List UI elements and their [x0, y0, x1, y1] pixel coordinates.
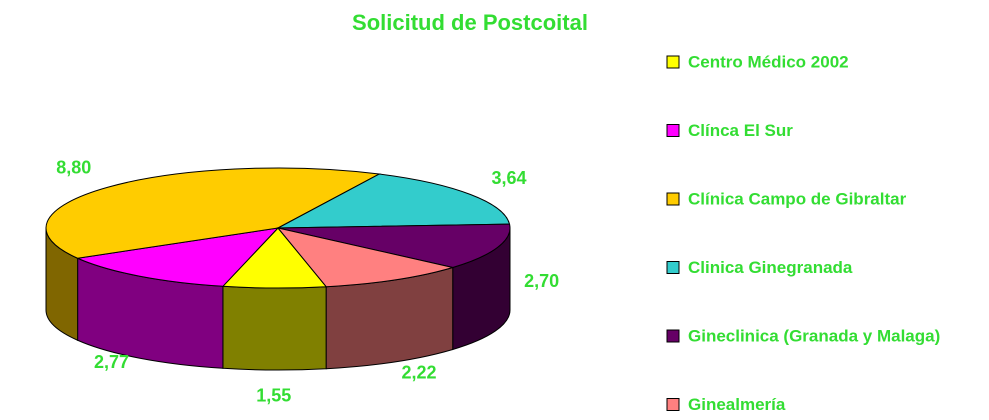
pie-sides — [45, 227, 511, 371]
value-label: 2,22 — [401, 362, 436, 382]
legend-label: Clinica Ginegranada — [688, 258, 853, 277]
legend-swatch — [666, 124, 680, 137]
value-labels: 1,55 2,77 8,80 3,64 2,70 2,22 — [56, 158, 559, 406]
legend-swatch — [666, 329, 680, 343]
slice — [277, 223, 511, 268]
pie-tops — [45, 167, 511, 289]
legend-label: Ginealmería — [688, 395, 786, 414]
legend-swatch — [666, 55, 680, 69]
legend-label: Clínica Campo de Gibraltar — [688, 189, 907, 208]
legend-swatch — [666, 261, 680, 274]
value-label: 1,55 — [256, 386, 291, 406]
legend-swatch — [666, 192, 680, 206]
slice — [75, 227, 280, 287]
slice — [277, 173, 511, 229]
chart-title: Solicitud de Postcoital — [352, 10, 588, 35]
legend: Centro Médico 2002 Clínca El Sur Clínica C… — [666, 52, 940, 414]
legend-label: Gineclinica (Granada y Malaga) — [688, 326, 940, 345]
legend-label: Centro Médico 2002 — [688, 52, 849, 71]
slice-side — [222, 285, 327, 371]
value-label: 2,77 — [94, 352, 129, 372]
value-label: 3,64 — [492, 168, 527, 188]
slice — [221, 227, 328, 289]
slice — [45, 167, 381, 259]
value-label: 2,70 — [524, 271, 559, 291]
slice — [276, 227, 455, 288]
legend-swatch — [666, 398, 680, 411]
legend-label: Clínca El Sur — [688, 121, 793, 140]
value-label: 8,80 — [56, 158, 91, 178]
